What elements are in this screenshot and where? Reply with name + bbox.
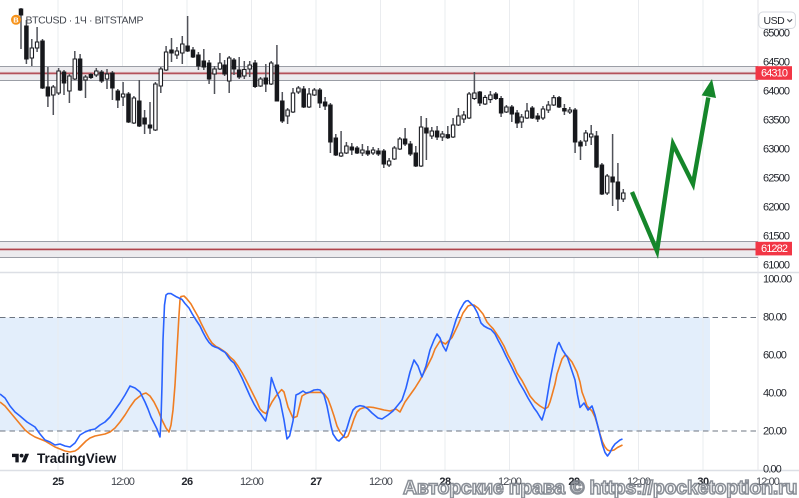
svg-text:100.00: 100.00	[763, 274, 792, 286]
svg-text:27: 27	[310, 476, 322, 488]
svg-text:20.00: 20.00	[763, 426, 787, 438]
svg-text:26: 26	[181, 476, 193, 488]
svg-text:29: 29	[568, 476, 580, 488]
svg-text:64000: 64000	[763, 86, 790, 98]
svg-text:61282: 61282	[761, 243, 788, 255]
svg-text:12:00: 12:00	[240, 476, 264, 488]
svg-text:12:00: 12:00	[111, 476, 135, 488]
svg-text:BTCUSD · 1Ч · BITSTAMP: BTCUSD · 1Ч · BITSTAMP	[26, 15, 144, 27]
svg-text:12:00: 12:00	[627, 476, 651, 488]
svg-text:64310: 64310	[761, 68, 788, 80]
svg-text:80.00: 80.00	[763, 312, 787, 324]
svg-text:63500: 63500	[763, 115, 790, 127]
svg-text:12:00: 12:00	[369, 476, 393, 488]
svg-text:61000: 61000	[763, 260, 790, 272]
svg-text:64500: 64500	[763, 57, 790, 69]
svg-text:61500: 61500	[763, 231, 790, 243]
svg-text:B: B	[13, 16, 19, 25]
svg-text:25: 25	[52, 476, 64, 488]
svg-text:28: 28	[439, 476, 451, 488]
svg-text:TradingView: TradingView	[37, 451, 117, 466]
svg-text:40.00: 40.00	[763, 388, 787, 400]
svg-text:12:00: 12:00	[498, 476, 522, 488]
svg-text:USD: USD	[764, 15, 786, 27]
svg-text:12:00: 12:00	[756, 476, 780, 488]
svg-text:62500: 62500	[763, 173, 790, 185]
svg-text:63000: 63000	[763, 144, 790, 156]
svg-text:0.00: 0.00	[763, 464, 782, 476]
svg-text:62000: 62000	[763, 202, 790, 214]
svg-text:60.00: 60.00	[763, 350, 787, 362]
svg-text:65000: 65000	[763, 28, 790, 40]
svg-text:30: 30	[697, 476, 709, 488]
